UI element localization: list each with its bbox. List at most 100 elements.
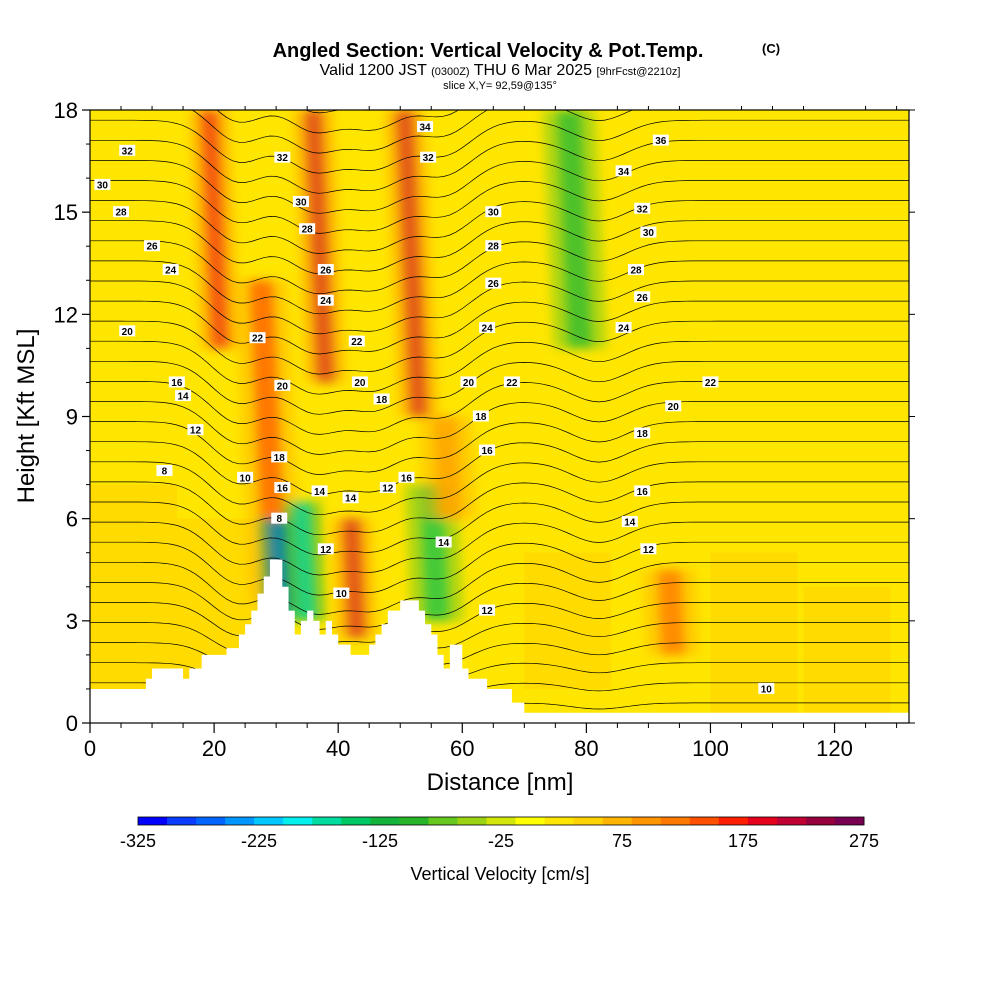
background-band bbox=[803, 586, 891, 723]
contour-label-box bbox=[615, 321, 632, 333]
contour-label: 24 bbox=[479, 321, 496, 334]
contour-label-box bbox=[665, 400, 682, 412]
contour-label-text: 32 bbox=[423, 153, 435, 164]
contour-label-box bbox=[634, 427, 651, 439]
contour-label-box bbox=[485, 240, 502, 252]
contour-label-text: 22 bbox=[705, 378, 717, 389]
contour-label-text: 34 bbox=[419, 123, 431, 134]
colorbar-swatch bbox=[399, 817, 429, 825]
contour-label: 16 bbox=[634, 485, 651, 498]
velocity-feature-halo bbox=[418, 416, 477, 519]
subtitle-valid: Valid 1200 JST bbox=[320, 62, 428, 79]
contour-label: 24 bbox=[317, 294, 334, 307]
theta-contour-line bbox=[191, 110, 634, 154]
x-tick-label: 120 bbox=[816, 736, 853, 761]
contour-label-text: 14 bbox=[314, 487, 326, 498]
contour-label-text: 24 bbox=[482, 323, 494, 334]
y-tick-label: 9 bbox=[66, 405, 78, 430]
contour-label-text: 28 bbox=[488, 242, 500, 253]
contour-label-box bbox=[292, 195, 309, 207]
theta-contour-line bbox=[90, 541, 909, 596]
velocity-feature-halo bbox=[293, 110, 346, 383]
x-tick-label: 60 bbox=[450, 736, 474, 761]
contour-label: 12 bbox=[640, 543, 657, 556]
chart-title: Angled Section: Vertical Velocity & Pot.… bbox=[273, 40, 704, 62]
contour-label: 14 bbox=[342, 492, 359, 505]
colorbar-swatch bbox=[138, 817, 168, 825]
subtitle-forecast: [9hrFcst@2210z] bbox=[596, 66, 680, 78]
contour-label-text: 16 bbox=[171, 378, 183, 389]
contour-label-box bbox=[271, 451, 288, 463]
contour-label: 30 bbox=[640, 226, 657, 239]
contour-label: 34 bbox=[417, 121, 434, 134]
contour-label-box bbox=[348, 335, 365, 347]
colorbar-swatch bbox=[283, 817, 313, 825]
contour-label: 16 bbox=[398, 471, 415, 484]
slice-label: slice X,Y= 92,59@135° bbox=[443, 80, 557, 92]
contour-label-box bbox=[634, 485, 651, 497]
colorbar-tick-label: -325 bbox=[120, 831, 156, 851]
theta-contour-line bbox=[90, 0, 909, 33]
contour-label-text: 12 bbox=[482, 606, 494, 617]
contour-label: 12 bbox=[479, 604, 496, 617]
contour-label: 32 bbox=[119, 144, 136, 157]
contour-label-box bbox=[621, 516, 638, 528]
contour-label-text: 20 bbox=[277, 381, 289, 392]
contour-label-box bbox=[640, 543, 657, 555]
contour-label: 18 bbox=[271, 451, 288, 464]
contour-label-box bbox=[342, 492, 359, 504]
contour-label-box bbox=[628, 264, 644, 276]
contour-label-text: 18 bbox=[274, 453, 286, 464]
colorbar-swatch bbox=[747, 817, 778, 825]
y-tick-label: 15 bbox=[54, 200, 78, 225]
contour-label: 32 bbox=[274, 151, 291, 164]
contour-label-text: 30 bbox=[643, 228, 655, 239]
colorbar-swatch bbox=[631, 817, 662, 825]
contour-label-box bbox=[237, 471, 254, 483]
contour-label-box bbox=[417, 121, 434, 133]
subtitle-utc: (0300Z) bbox=[431, 66, 470, 78]
theta-contour-line bbox=[90, 602, 909, 645]
contour-label: 28 bbox=[628, 264, 644, 277]
contour-label: 28 bbox=[485, 240, 502, 253]
contour-label: 28 bbox=[299, 223, 316, 236]
contour-label-box bbox=[156, 464, 173, 476]
contour-label-box bbox=[420, 151, 437, 163]
contour-label-box bbox=[249, 332, 266, 344]
contour-label-box bbox=[634, 291, 651, 303]
theta-contour-line bbox=[90, 381, 909, 435]
contour-label-text: 12 bbox=[382, 484, 394, 495]
contour-label-box bbox=[702, 376, 719, 388]
colorbar-swatch bbox=[370, 817, 400, 825]
theta-contour-line bbox=[90, 401, 909, 455]
contour-label: 30 bbox=[485, 206, 502, 219]
contour-label: 26 bbox=[144, 240, 161, 253]
contour-label: 12 bbox=[187, 424, 204, 437]
contour-label: 26 bbox=[317, 264, 334, 277]
contour-label-text: 12 bbox=[643, 545, 655, 556]
theta-contour-line bbox=[90, 300, 909, 355]
contour-label-text: 20 bbox=[122, 327, 134, 338]
velocity-feature-halo bbox=[384, 110, 439, 417]
contour-label-text: 32 bbox=[122, 146, 134, 157]
contour-label-box bbox=[187, 424, 204, 436]
contour-label: 24 bbox=[615, 321, 632, 334]
contour-label: 26 bbox=[485, 277, 502, 290]
x-axis-label: Distance [nm] bbox=[427, 769, 574, 796]
colorbar-swatch bbox=[805, 817, 836, 825]
theta-contour-line bbox=[90, 501, 909, 556]
contour-label-box bbox=[175, 390, 192, 402]
colorbar-swatch bbox=[834, 817, 865, 825]
colorbar-tick-label: 175 bbox=[728, 831, 758, 851]
contour-label-box bbox=[94, 178, 111, 190]
contour-label-text: 16 bbox=[637, 487, 649, 498]
contour-label-text: 18 bbox=[475, 412, 487, 423]
contour-label: 24 bbox=[162, 264, 179, 277]
theta-contour-line bbox=[90, 421, 909, 475]
velocity-feature-halo bbox=[281, 501, 327, 621]
contour-label: 20 bbox=[119, 325, 136, 338]
contour-label-text: 8 bbox=[276, 514, 282, 525]
